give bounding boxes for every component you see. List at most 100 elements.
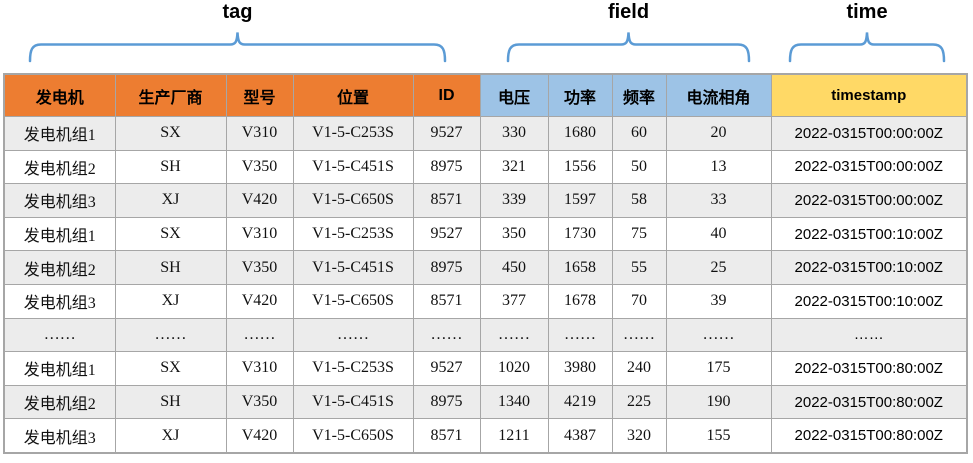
table-cell: …… — [114, 317, 227, 353]
table-cell: 450 — [479, 250, 549, 285]
table-cell: SH — [114, 149, 227, 185]
tag-brace-icon — [28, 32, 447, 63]
data-table: 发电机 生产厂商 型号 位置 ID 电压 功率 频率 电流相角 timestamp 发电机组1 SX… — [3, 73, 968, 454]
table-row: 发电机组1 SX V310 V1-5-C253S 9527 1020 3980 240 175 2… — [3, 351, 968, 386]
table-cell: 40 — [665, 216, 772, 252]
table-cell: XJ — [114, 183, 227, 218]
table-cell: V1-5-C253S — [292, 116, 414, 151]
table-cell: V420 — [225, 283, 294, 319]
table-cell: 58 — [611, 183, 667, 218]
table-cell: 1678 — [547, 283, 613, 319]
table-cell: V1-5-C451S — [292, 250, 414, 285]
table-cell: SX — [114, 216, 227, 252]
table-cell: 发电机组1 — [3, 351, 116, 386]
table-cell: V1-5-C253S — [292, 216, 414, 252]
table-cell: 70 — [611, 283, 667, 319]
table-cell: V310 — [225, 351, 294, 386]
table-cell: 2022-0315T00:10:00Z — [770, 216, 968, 252]
table-row: …………………………………………………… — [3, 317, 968, 353]
table-cell: 175 — [665, 351, 772, 386]
table-cell: 9527 — [412, 116, 481, 151]
table-cell: V1-5-C451S — [292, 384, 414, 420]
table-cell: 2022-0315T00:80:00Z — [770, 384, 968, 420]
table-cell: 8571 — [412, 283, 481, 319]
table-cell: 2022-0315T00:80:00Z — [770, 351, 968, 386]
table-row: 发电机组1 SX V310 V1-5-C253S 9527 350 1730 75 40 2022… — [3, 216, 968, 252]
table-cell: V420 — [225, 418, 294, 454]
table-cell: XJ — [114, 418, 227, 454]
table-cell: …… — [665, 317, 772, 353]
table-cell: 33 — [665, 183, 772, 218]
table-cell: V310 — [225, 116, 294, 151]
table-row: 发电机组3 XJ V420 V1-5-C650S 8571 339 1597 58 33 2022… — [3, 183, 968, 218]
table-cell: 330 — [479, 116, 549, 151]
table-cell: 55 — [611, 250, 667, 285]
table-cell: 2022-0315T00:80:00Z — [770, 418, 968, 454]
table-row: 发电机组2 SH V350 V1-5-C451S 8975 1340 4219 225 190 2… — [3, 384, 968, 420]
time-label: time — [846, 1, 888, 23]
table-cell: 225 — [611, 384, 667, 420]
table-cell: …… — [292, 317, 414, 353]
column-header: 功率 — [547, 73, 613, 117]
field-brace-icon — [506, 32, 751, 63]
table-cell: 发电机组2 — [3, 250, 116, 285]
time-brace-icon — [788, 32, 946, 63]
table-cell: 9527 — [412, 351, 481, 386]
table-cell: …… — [412, 317, 481, 353]
table-cell: 1340 — [479, 384, 549, 420]
table-cell: …… — [3, 317, 116, 353]
table-cell: 发电机组3 — [3, 418, 116, 454]
table-cell: …… — [547, 317, 613, 353]
table-cell: 发电机组3 — [3, 183, 116, 218]
table-cell: 20 — [665, 116, 772, 151]
table-cell: 1658 — [547, 250, 613, 285]
table-cell: V1-5-C451S — [292, 149, 414, 185]
table-cell: 发电机组1 — [3, 216, 116, 252]
table-cell: 发电机组2 — [3, 149, 116, 185]
table-cell: V1-5-C253S — [292, 351, 414, 386]
table-cell: 4219 — [547, 384, 613, 420]
table-row: 发电机组2 SH V350 V1-5-C451S 8975 321 1556 50 13 2022… — [3, 149, 968, 185]
column-header: timestamp — [770, 73, 968, 117]
table-cell: 8571 — [412, 183, 481, 218]
table-cell: XJ — [114, 283, 227, 319]
time-group-annotation: time — [788, 0, 946, 66]
table-cell: …… — [479, 317, 549, 353]
table-cell: 190 — [665, 384, 772, 420]
tag-group-annotation: tag — [28, 0, 447, 66]
table-cell: …… — [225, 317, 294, 353]
tag-label: tag — [222, 1, 253, 23]
table-cell: 25 — [665, 250, 772, 285]
table-row: 发电机组3 XJ V420 V1-5-C650S 8571 377 1678 70 39 2022… — [3, 283, 968, 319]
table-cell: 8975 — [412, 250, 481, 285]
table-cell: 9527 — [412, 216, 481, 252]
table-body: 发电机组1 SX V310 V1-5-C253S 9527 330 1680 60 20 2022… — [3, 116, 968, 454]
column-header: 发电机 — [3, 73, 116, 117]
table-cell: 321 — [479, 149, 549, 185]
table-cell: 339 — [479, 183, 549, 218]
column-header: 位置 — [292, 73, 414, 117]
table-cell: SX — [114, 351, 227, 386]
table-cell: 75 — [611, 216, 667, 252]
table-cell: V1-5-C650S — [292, 283, 414, 319]
table-cell: 39 — [665, 283, 772, 319]
table-cell: 50 — [611, 149, 667, 185]
table-cell: 13 — [665, 149, 772, 185]
table-cell: 8975 — [412, 384, 481, 420]
table-cell: SH — [114, 250, 227, 285]
table-cell: V350 — [225, 384, 294, 420]
table-cell: …… — [611, 317, 667, 353]
table-cell: 350 — [479, 216, 549, 252]
field-label: field — [607, 1, 650, 23]
table-cell: 发电机组3 — [3, 283, 116, 319]
table-cell: 1211 — [479, 418, 549, 454]
table-cell: 发电机组2 — [3, 384, 116, 420]
table-cell: …… — [770, 317, 968, 353]
table-cell: 1730 — [547, 216, 613, 252]
field-group-annotation: field — [506, 0, 751, 66]
column-header: 生产厂商 — [114, 73, 227, 117]
table-cell: 4387 — [547, 418, 613, 454]
table-cell: V350 — [225, 250, 294, 285]
table-row: 发电机组1 SX V310 V1-5-C253S 9527 330 1680 60 20 2022… — [3, 116, 968, 151]
